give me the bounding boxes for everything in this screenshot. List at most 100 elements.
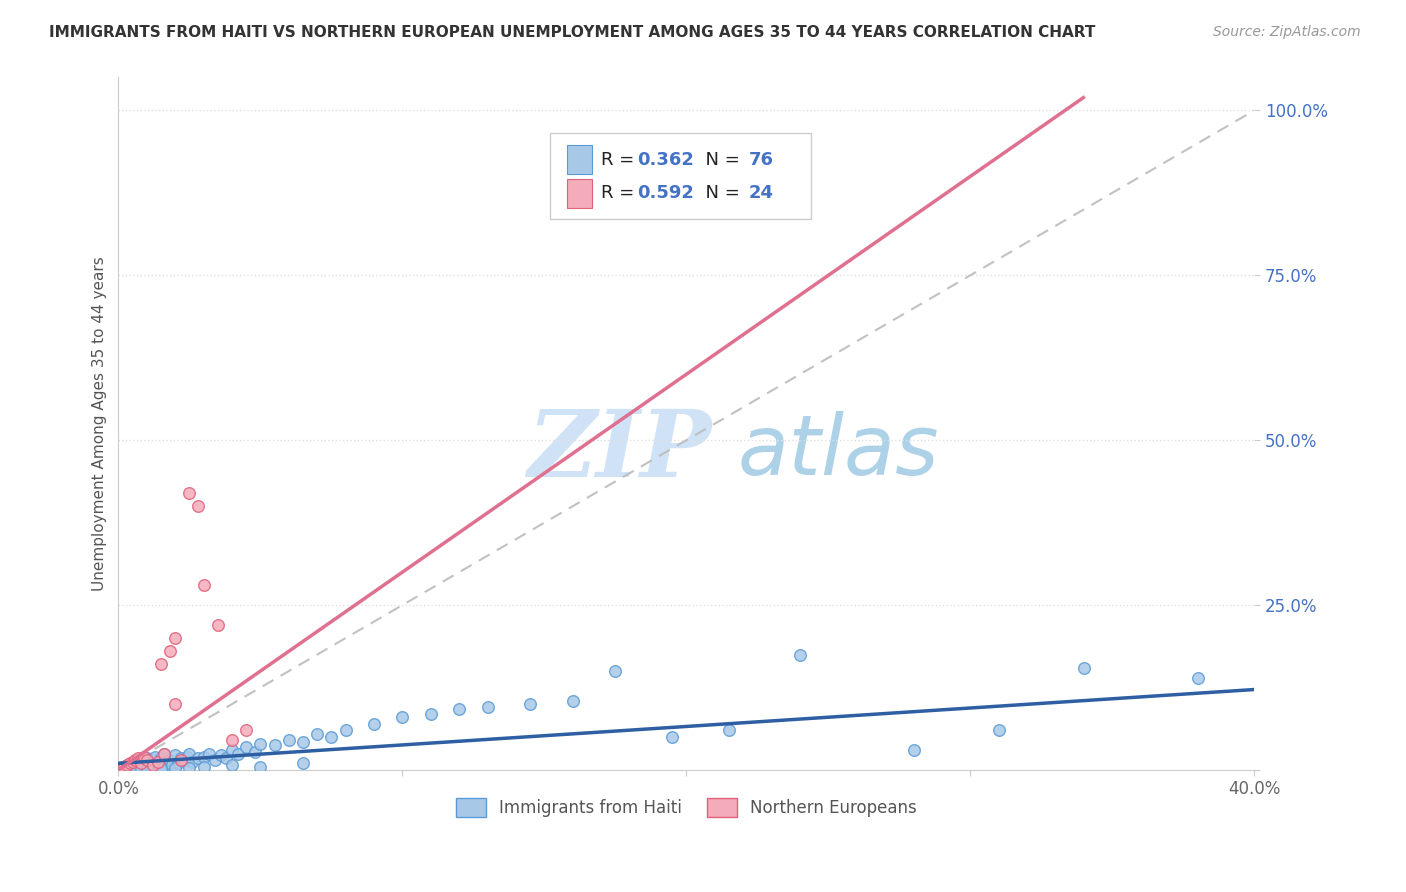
Point	[132, 749, 155, 764]
Point	[141, 753, 163, 767]
Point	[150, 751, 173, 765]
Point	[193, 760, 215, 774]
Point	[165, 761, 187, 775]
Text: IMMIGRANTS FROM HAITI VS NORTHERN EUROPEAN UNEMPLOYMENT AMONG AGES 35 TO 44 YEAR: IMMIGRANTS FROM HAITI VS NORTHERN EUROPE…	[49, 25, 1095, 40]
Point	[321, 730, 343, 744]
Point	[143, 749, 166, 764]
Point	[127, 751, 149, 765]
Point	[124, 755, 146, 769]
Point	[391, 710, 413, 724]
Bar	[567, 178, 592, 208]
Text: 0.592: 0.592	[637, 184, 695, 202]
Point	[135, 751, 157, 765]
Point	[110, 760, 132, 774]
Point	[1073, 661, 1095, 675]
Point	[292, 756, 315, 771]
Point	[181, 755, 204, 769]
Point	[165, 697, 187, 711]
Point	[1187, 671, 1209, 685]
Point	[124, 753, 146, 767]
Point	[226, 747, 249, 761]
Point	[115, 757, 138, 772]
Text: Source: ZipAtlas.com: Source: ZipAtlas.com	[1213, 25, 1361, 39]
Point	[159, 753, 181, 767]
Point	[141, 759, 163, 773]
Point	[121, 755, 143, 769]
Point	[121, 762, 143, 776]
Point	[135, 755, 157, 769]
Point	[153, 747, 176, 761]
Text: atlas: atlas	[738, 411, 939, 491]
Point	[179, 486, 201, 500]
Point	[148, 755, 170, 769]
Point	[170, 751, 193, 765]
Point	[118, 756, 141, 771]
Point	[789, 648, 811, 662]
Point	[115, 760, 138, 774]
Text: N =: N =	[695, 184, 745, 202]
Point	[176, 749, 198, 764]
Point	[138, 757, 160, 772]
Text: N =: N =	[695, 151, 745, 169]
Point	[249, 737, 271, 751]
Point	[124, 757, 146, 772]
Point	[121, 761, 143, 775]
Point	[221, 757, 243, 772]
Point	[129, 762, 152, 776]
Point	[162, 757, 184, 772]
Point	[150, 657, 173, 672]
Point	[121, 756, 143, 771]
Point	[115, 757, 138, 772]
Point	[419, 706, 441, 721]
Text: ZIP: ZIP	[527, 407, 711, 497]
Point	[561, 694, 583, 708]
Point	[235, 723, 257, 738]
Point	[170, 753, 193, 767]
Text: 0.362: 0.362	[637, 151, 695, 169]
Text: 24: 24	[749, 184, 773, 202]
Point	[129, 758, 152, 772]
Point	[717, 723, 740, 738]
Point	[449, 702, 471, 716]
Point	[148, 756, 170, 771]
Point	[307, 727, 329, 741]
Point	[243, 745, 266, 759]
Point	[263, 738, 285, 752]
Point	[605, 664, 627, 678]
Point	[221, 733, 243, 747]
Legend: Immigrants from Haiti, Northern Europeans: Immigrants from Haiti, Northern European…	[449, 791, 924, 824]
Point	[193, 578, 215, 592]
Point	[207, 618, 229, 632]
Point	[165, 631, 187, 645]
Point	[179, 761, 201, 775]
Point	[150, 760, 173, 774]
Point	[153, 747, 176, 761]
Point	[235, 739, 257, 754]
Point	[204, 753, 226, 767]
Point	[198, 747, 221, 761]
Point	[519, 697, 541, 711]
Point	[135, 753, 157, 767]
Point	[903, 743, 925, 757]
Point	[187, 499, 209, 513]
Point	[292, 735, 315, 749]
Point	[193, 749, 215, 764]
Point	[179, 747, 201, 761]
Y-axis label: Unemployment Among Ages 35 to 44 years: Unemployment Among Ages 35 to 44 years	[93, 256, 107, 591]
Point	[127, 753, 149, 767]
Point	[129, 756, 152, 771]
Point	[165, 748, 187, 763]
Point	[277, 733, 299, 747]
Point	[132, 760, 155, 774]
Point	[112, 760, 135, 774]
Point	[135, 762, 157, 776]
Point	[110, 761, 132, 775]
Text: R =: R =	[602, 151, 640, 169]
Point	[661, 730, 683, 744]
Point	[187, 751, 209, 765]
Point	[335, 723, 357, 738]
Point	[118, 759, 141, 773]
Point	[215, 751, 238, 765]
Point	[987, 723, 1010, 738]
Point	[173, 753, 195, 767]
